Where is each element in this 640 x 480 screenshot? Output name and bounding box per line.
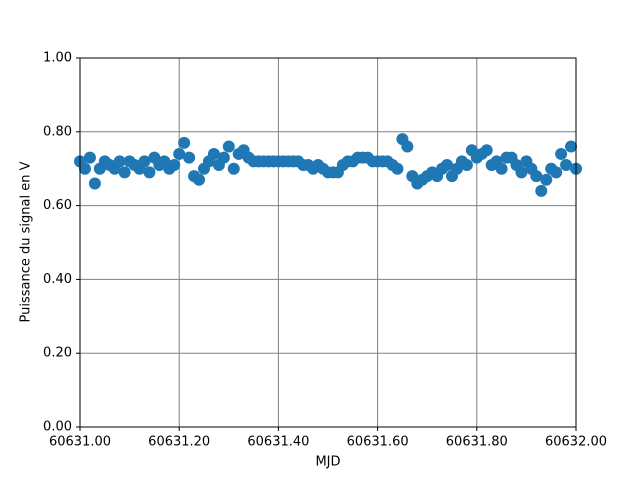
y-tick-label: 0.80 [43, 124, 72, 139]
y-tick-label: 0.40 [43, 272, 72, 287]
point [530, 170, 543, 183]
point [113, 155, 126, 168]
point [555, 147, 568, 160]
point [173, 147, 186, 160]
point [118, 166, 131, 179]
x-tick-label: 60631.80 [446, 435, 508, 450]
point [391, 162, 404, 175]
y-tick-label: 0.20 [43, 346, 72, 361]
point [535, 184, 548, 197]
x-tick-label: 60631.00 [49, 435, 111, 450]
point [83, 151, 96, 164]
point [460, 159, 473, 172]
plot-frame [79, 57, 577, 428]
point [138, 155, 151, 168]
point [540, 173, 553, 186]
point [222, 140, 235, 153]
y-tick-label: 0.60 [43, 198, 72, 213]
x-tick-label: 60631.40 [247, 435, 309, 450]
point [401, 140, 414, 153]
point [550, 166, 563, 179]
point [207, 147, 220, 160]
point [480, 144, 493, 157]
point [217, 151, 230, 164]
point [168, 159, 181, 172]
point [515, 166, 528, 179]
y-tick-label: 1.00 [43, 51, 72, 66]
point [560, 159, 573, 172]
x-axis-label: MJD [315, 455, 340, 470]
point [227, 162, 240, 175]
point [143, 166, 156, 179]
x-tick-label: 60631.20 [148, 435, 210, 450]
point [78, 162, 91, 175]
y-axis-label: Puissance du signal en V [19, 161, 34, 322]
x-tick-label: 60632.00 [545, 435, 607, 450]
point [441, 159, 454, 172]
point [495, 162, 508, 175]
x-tick-label: 60631.60 [347, 435, 409, 450]
point [183, 151, 196, 164]
y-tick-label: 0.00 [43, 420, 72, 435]
point [193, 173, 206, 186]
point [565, 140, 578, 153]
point [88, 177, 101, 190]
point [178, 136, 191, 149]
